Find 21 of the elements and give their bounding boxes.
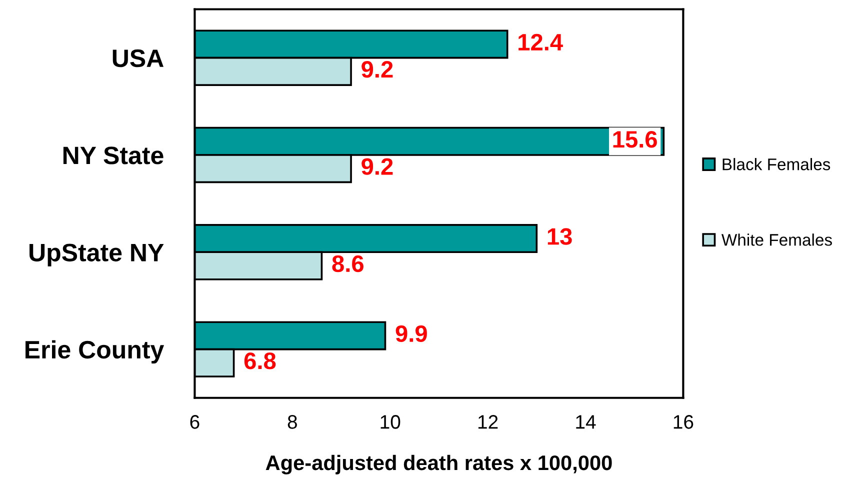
x-tick-label: 14 xyxy=(576,415,596,429)
data-label: 12.4 xyxy=(518,34,563,50)
x-tick-label: 8 xyxy=(288,415,297,429)
y-tick-label: NY State xyxy=(63,146,164,164)
y-tick-label: Erie County xyxy=(26,340,164,364)
data-label: 9.9 xyxy=(396,325,427,342)
data-label: 9.2 xyxy=(362,61,393,78)
data-label: 13 xyxy=(548,228,572,245)
legend-label: Black Females xyxy=(722,158,830,170)
x-tick-label: 16 xyxy=(674,415,694,429)
x-axis-title: Age-adjusted death rates x 100,000 xyxy=(266,454,612,474)
x-tick-label: 12 xyxy=(478,415,498,429)
x-tick-label: 10 xyxy=(380,415,400,429)
data-label: 9.2 xyxy=(362,158,393,175)
data-label: 8.6 xyxy=(332,255,364,272)
y-tick-label: UpState NY xyxy=(30,244,164,266)
y-tick-label: USA xyxy=(112,49,164,68)
x-tick-label: 6 xyxy=(190,415,200,429)
legend-label: White Females xyxy=(721,234,832,246)
data-label: 15.6 xyxy=(613,131,657,148)
data-label: 6.8 xyxy=(244,352,276,370)
